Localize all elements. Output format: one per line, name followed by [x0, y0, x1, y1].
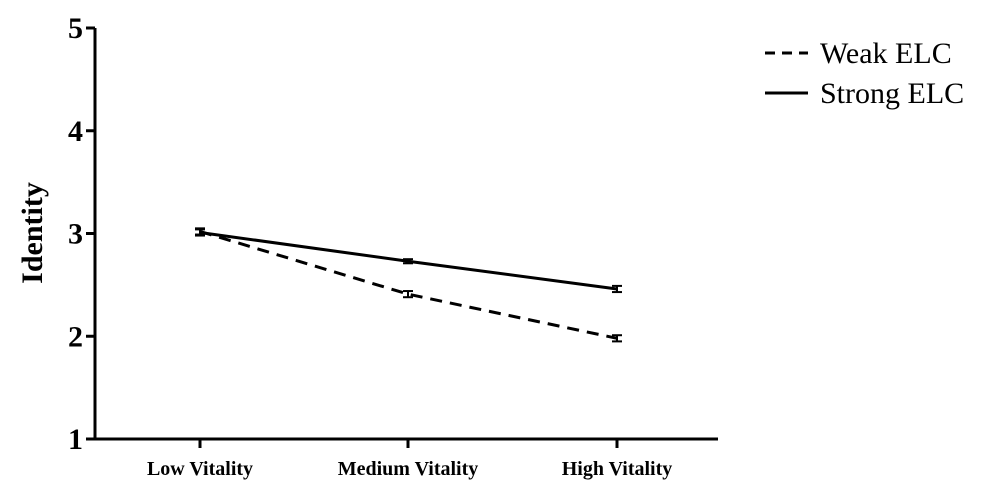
data-point	[403, 290, 413, 299]
y-ticks: 1 2 3 4 5	[68, 12, 95, 456]
axes	[93, 28, 718, 441]
data-point	[612, 334, 622, 343]
legend-label-0: Weak ELC	[820, 37, 952, 70]
legend: Weak ELC Strong ELC	[765, 37, 964, 110]
y-tick-label: 3	[68, 218, 83, 251]
data-point	[195, 228, 205, 237]
plot-area	[195, 227, 622, 343]
y-tick-label: 4	[68, 115, 83, 148]
y-tick-label: 5	[68, 12, 83, 45]
x-tick-label: High Vitality	[562, 458, 673, 480]
y-tick-label: 2	[68, 320, 83, 353]
data-point	[403, 258, 413, 265]
x-tick-label: Low Vitality	[147, 458, 253, 480]
y-tick-label: 1	[68, 423, 83, 456]
data-point	[612, 284, 622, 294]
legend-label-1: Strong ELC	[820, 77, 964, 110]
x-ticks: Low Vitality Medium Vitality High Vitality	[147, 439, 672, 480]
y-axis-label: Identity	[16, 182, 49, 284]
series-line-0	[199, 230, 618, 340]
x-tick-label: Medium Vitality	[338, 458, 479, 480]
